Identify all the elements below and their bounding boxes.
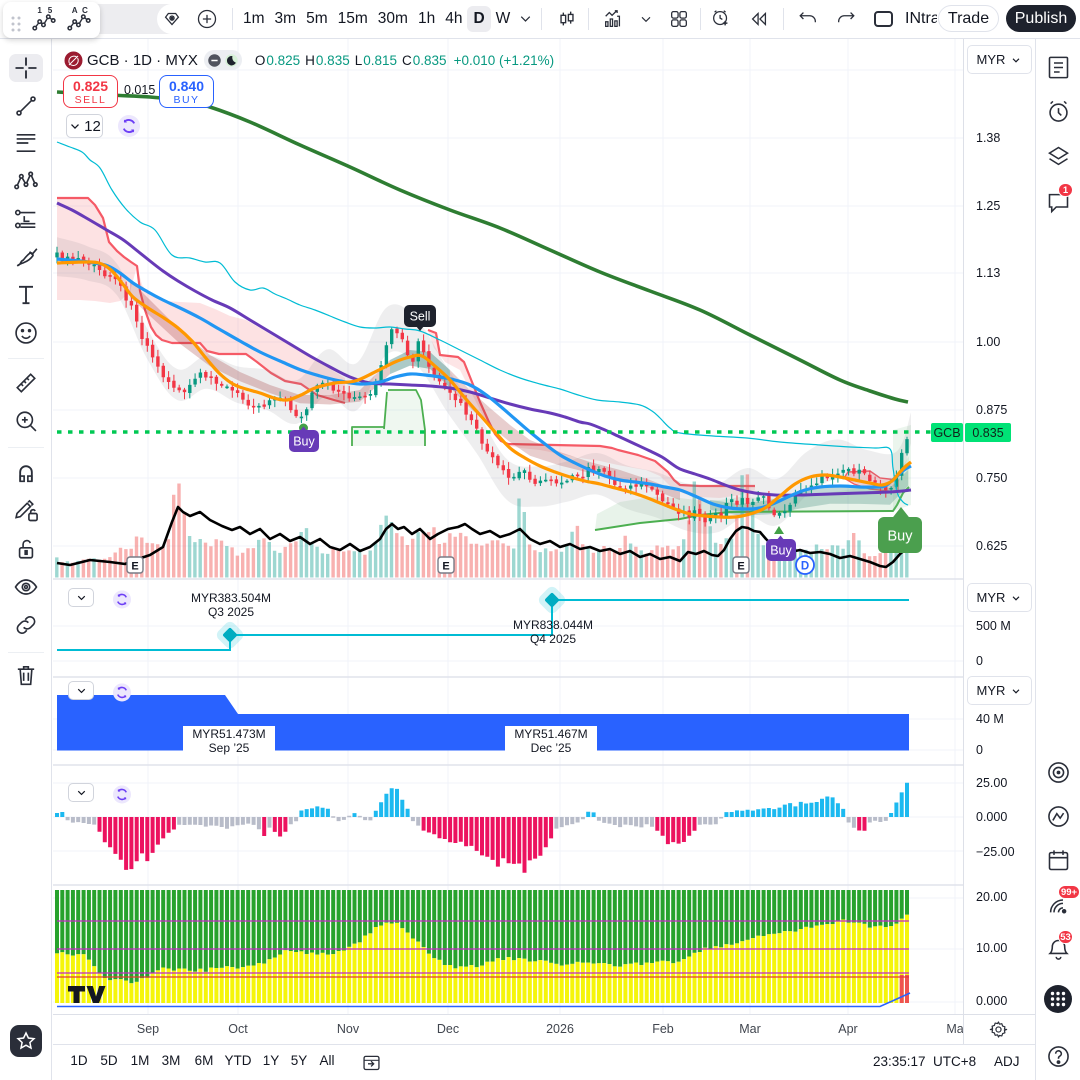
svg-text:Q4 2025: Q4 2025 (530, 632, 576, 646)
svg-text:Dec ’25: Dec ’25 (531, 741, 572, 755)
svg-text:Buy: Buy (888, 529, 914, 545)
svg-text:E: E (737, 561, 744, 573)
svg-text:C: C (82, 7, 88, 15)
svg-text:E: E (442, 561, 449, 573)
svg-text:Sell: Sell (410, 310, 431, 324)
svg-text:D: D (801, 561, 809, 573)
svg-text:E: E (131, 561, 138, 573)
svg-text:GCB: GCB (933, 426, 960, 440)
svg-text:5: 5 (48, 7, 53, 15)
svg-text:Buy: Buy (293, 435, 315, 449)
svg-text:Q3 2025: Q3 2025 (208, 605, 254, 619)
svg-text:MYR838.044M: MYR838.044M (513, 618, 593, 632)
svg-text:A: A (72, 7, 78, 15)
svg-text:MYR51.473M: MYR51.473M (192, 727, 265, 741)
svg-text:MYR383.504M: MYR383.504M (191, 591, 271, 605)
svg-text:1: 1 (37, 7, 42, 15)
svg-text:MYR51.467M: MYR51.467M (514, 727, 587, 741)
svg-text:Sep ’25: Sep ’25 (209, 741, 250, 755)
svg-text:Buy: Buy (770, 544, 792, 558)
